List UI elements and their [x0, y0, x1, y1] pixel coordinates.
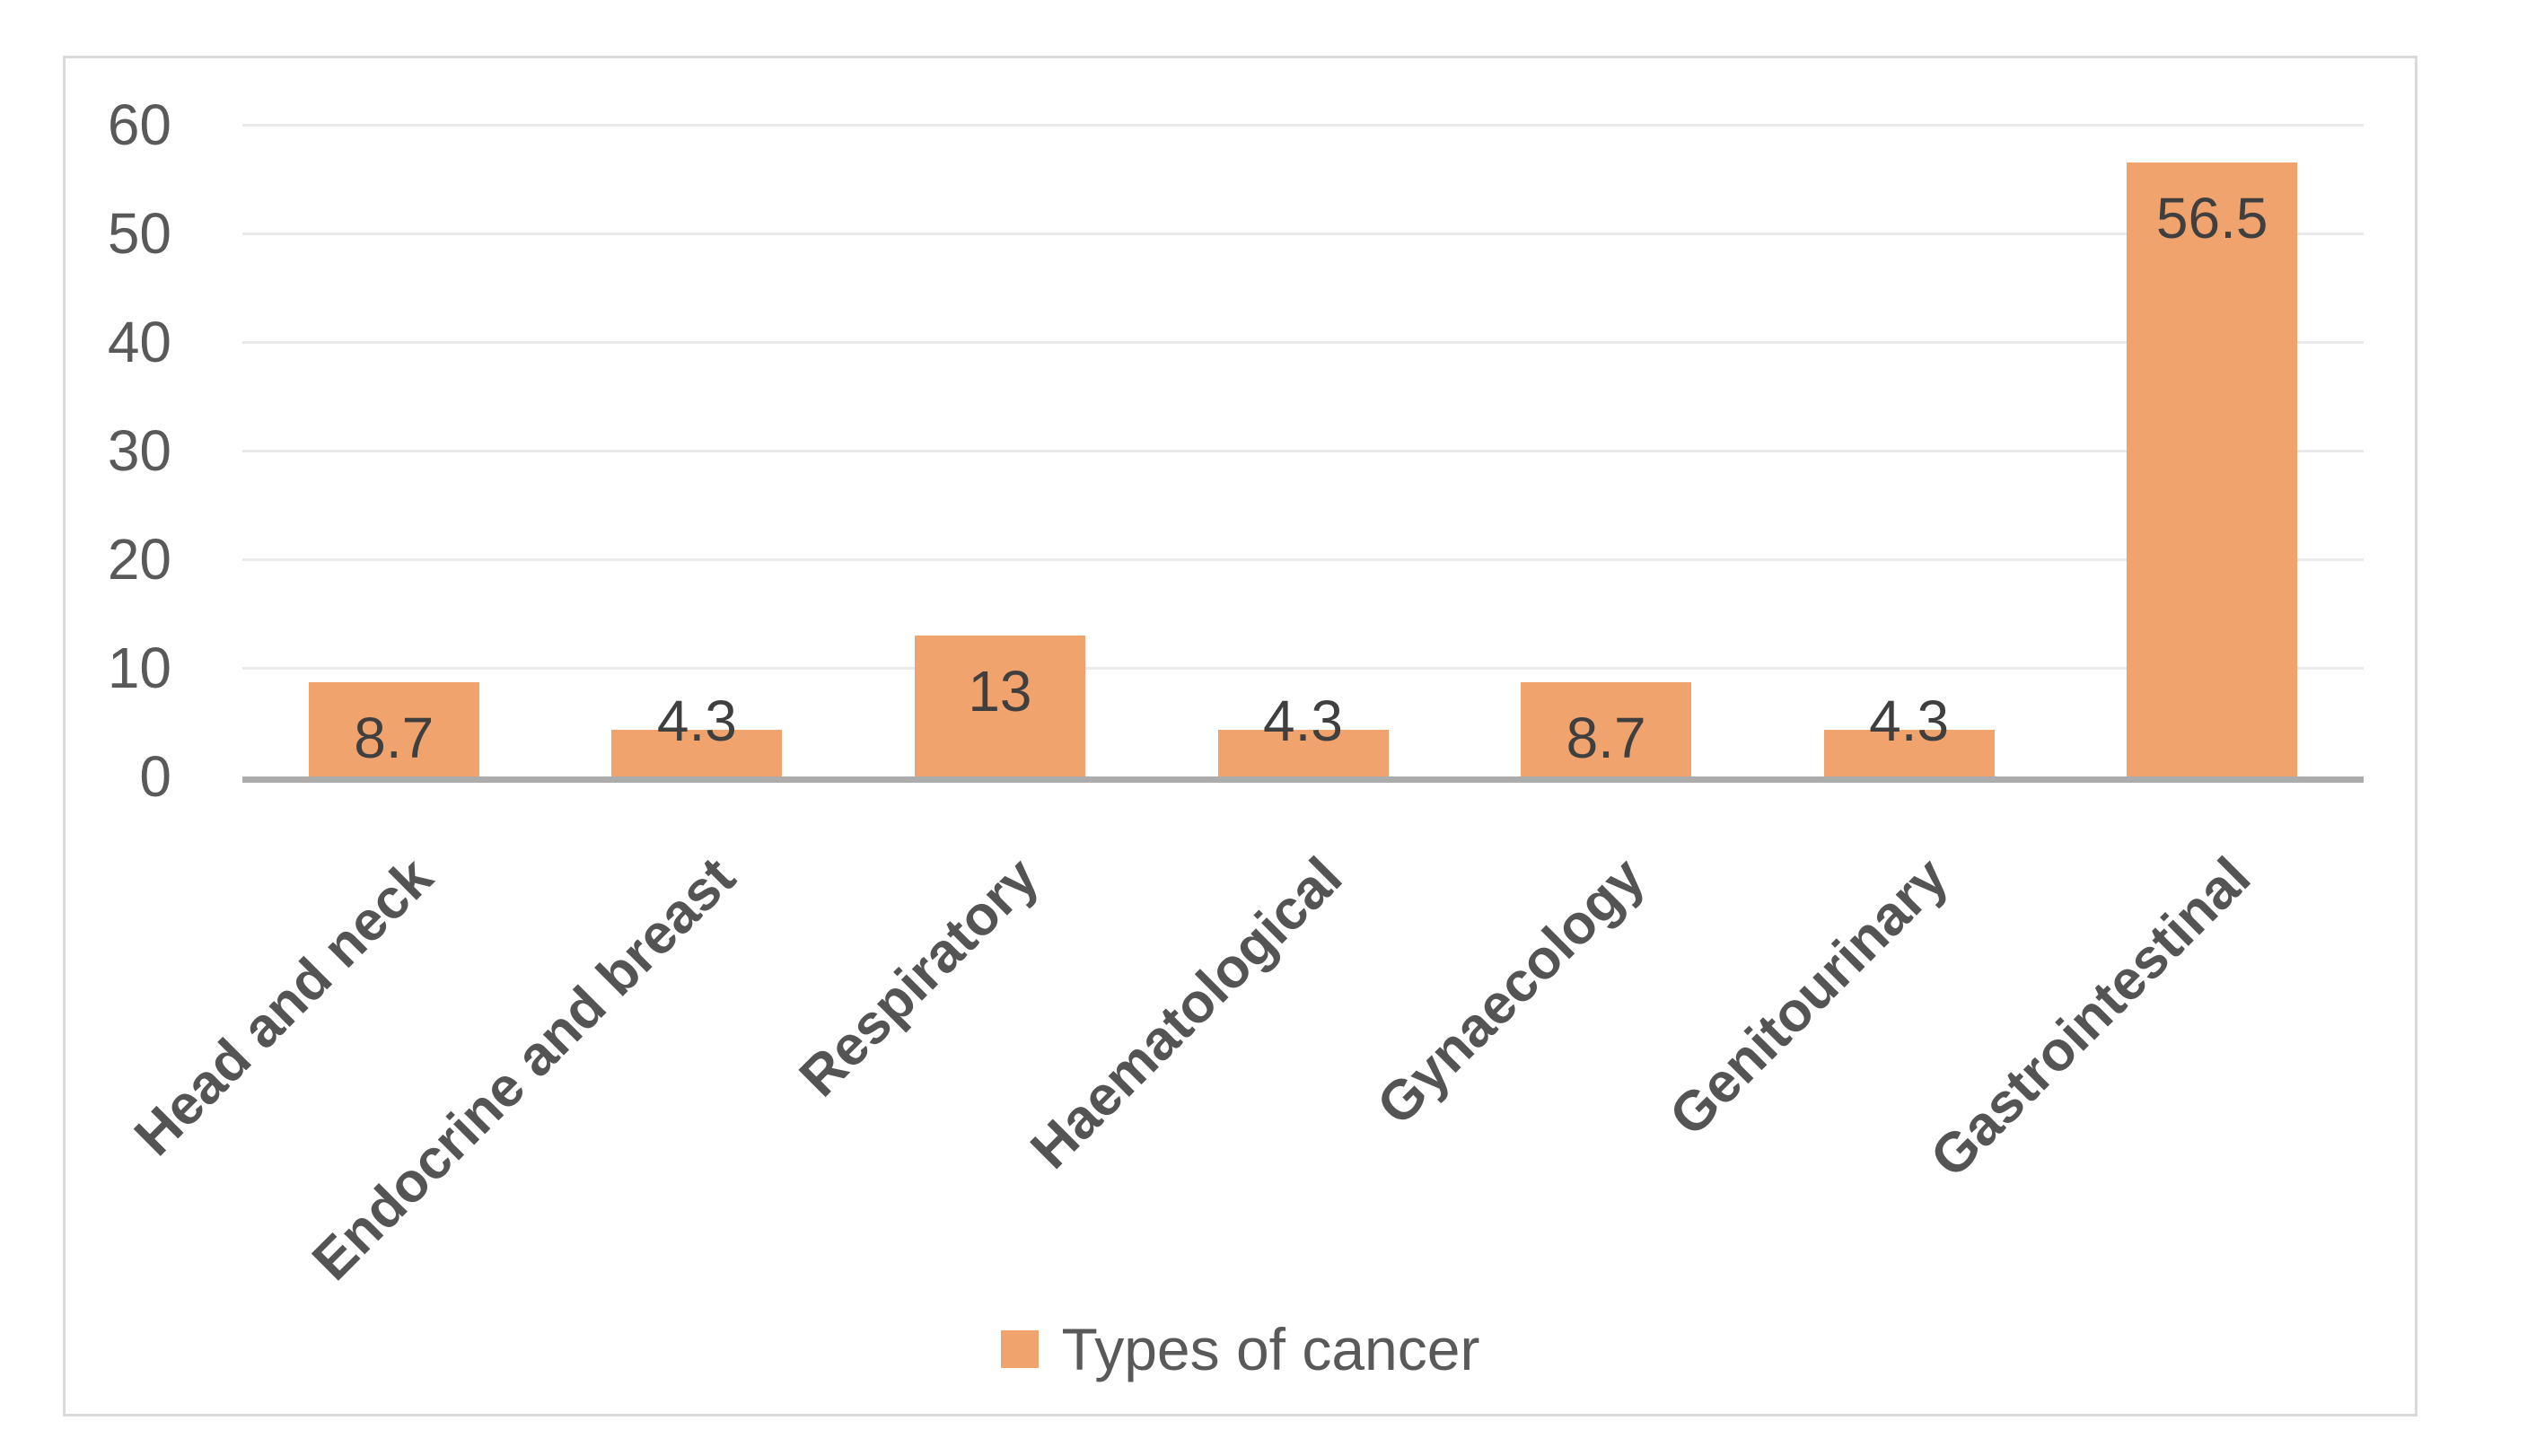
bar-data-label: 13 — [968, 658, 1032, 724]
bar-data-label: 8.7 — [1566, 705, 1646, 770]
y-axis-tick-label-10: 10 — [107, 636, 171, 700]
gridline-50 — [242, 232, 2364, 235]
bar-head-and-neck — [308, 681, 479, 776]
x-axis-line — [242, 776, 2364, 783]
y-axis-tick-label-50: 50 — [107, 201, 171, 266]
gridline-60 — [242, 124, 2364, 127]
legend-swatch — [1000, 1330, 1039, 1368]
bar-respiratory — [914, 635, 1085, 776]
y-axis-tick-label-60: 60 — [107, 92, 171, 157]
bar-data-label: 8.7 — [354, 705, 434, 770]
bar-data-label: 4.3 — [1263, 688, 1343, 753]
bar-haematological — [1217, 729, 1389, 776]
bar-endocrine-and-breast — [611, 729, 783, 776]
bar-data-label: 4.3 — [656, 688, 737, 753]
gridline-30 — [242, 450, 2364, 452]
y-axis-tick-label-0: 0 — [139, 744, 171, 809]
bar-data-label: 4.3 — [1869, 688, 1950, 753]
gridline-20 — [242, 558, 2364, 561]
y-axis-tick-label-40: 40 — [107, 310, 171, 374]
gridline-40 — [242, 341, 2364, 344]
gridline-10 — [242, 667, 2364, 670]
legend: Types of cancer — [66, 1311, 2415, 1387]
bar-gastrointestinal — [2127, 162, 2298, 776]
bar-genitourinary — [1823, 729, 1995, 776]
bar-gynaecology — [1521, 681, 1692, 776]
y-axis-tick-label-30: 30 — [107, 418, 171, 483]
legend-label: Types of cancer — [1061, 1316, 1480, 1382]
bar-data-label: 56.5 — [2155, 186, 2268, 251]
chart-border-box: 0 10 20 30 40 50 60 8.7 4.3 13 4.3 8.7 4.3 56.5 Head… — [63, 56, 2417, 1417]
y-axis-tick-label-20: 20 — [107, 527, 171, 592]
